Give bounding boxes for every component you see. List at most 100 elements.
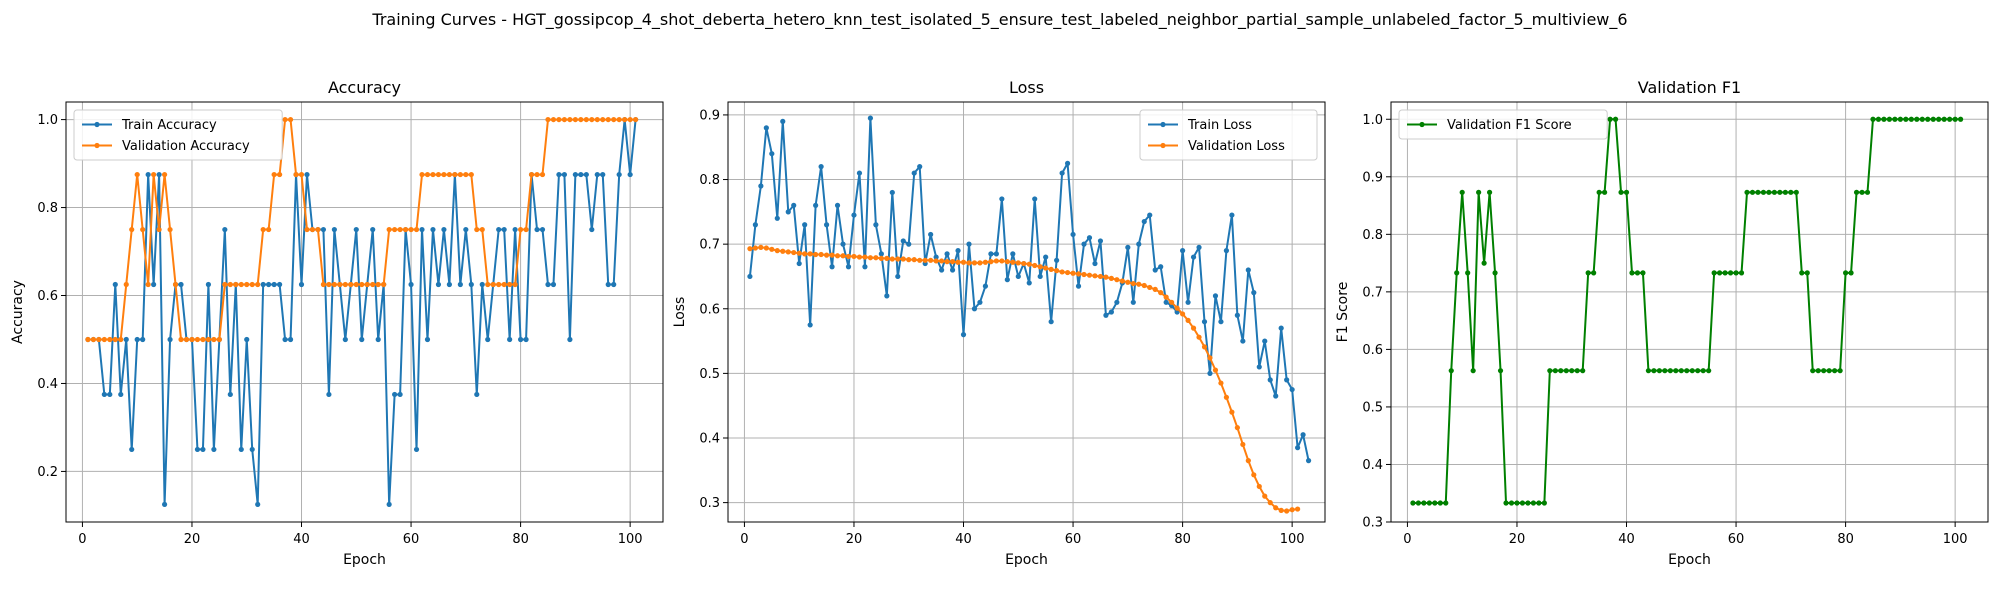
- panel-1-data-point: [101, 391, 107, 398]
- panel-1-data-point: [238, 446, 244, 453]
- panel-1-data-point: [227, 391, 233, 398]
- panel-3-data-point: [1815, 368, 1821, 374]
- panel-2-data-point: [1223, 394, 1230, 400]
- panel-2-data-point: [862, 264, 868, 270]
- panel-2-data-point: [1004, 259, 1010, 265]
- panel-1-data-point: [512, 226, 518, 233]
- panel-2-data-point: [939, 267, 945, 273]
- panel-1-data-point: [282, 336, 288, 343]
- panel-2-data-point: [862, 254, 868, 260]
- panel-1-data-point: [266, 281, 272, 288]
- panel-3-data-point: [1497, 368, 1504, 374]
- panel-1-data-point: [468, 171, 474, 178]
- panel-1-data-point: [556, 171, 562, 178]
- panel-1-data-point: [381, 281, 387, 288]
- panel-1-data-point: [392, 391, 398, 398]
- panel-1-data-point: [518, 226, 524, 233]
- panel-2-data-point: [1234, 425, 1240, 431]
- panel-1-data-point: [457, 171, 463, 178]
- panel-2-data-point: [966, 241, 972, 247]
- panel-1-data-point: [211, 336, 217, 343]
- panel-2-data-point: [1190, 254, 1197, 260]
- panel-3-plot-area: [1391, 102, 1988, 522]
- panel-2-data-point: [1147, 212, 1153, 218]
- panel-3-data-point: [1804, 270, 1810, 276]
- panel-3-data-point: [1569, 368, 1575, 374]
- panel-3-data-point: [1881, 116, 1887, 122]
- panel-3-data-point: [1536, 500, 1542, 506]
- panel-3-data-point: [1667, 368, 1673, 374]
- panel-2-data-point: [960, 332, 967, 338]
- panel-1-data-point: [370, 281, 376, 288]
- panel-1-y-tick-label: 0.8: [37, 201, 58, 216]
- panel-2-data-point: [1245, 267, 1251, 273]
- panel-2-data-point: [1086, 235, 1093, 241]
- panel-2-data-point: [1081, 271, 1087, 278]
- panel-2-data-point: [955, 259, 961, 265]
- panel-2-data-point: [933, 258, 939, 264]
- panel-1-data-point: [490, 281, 496, 288]
- panel-3-data-point: [1476, 189, 1482, 195]
- panel-2-data-point: [752, 245, 758, 251]
- panel-3-data-point: [1733, 270, 1739, 276]
- panel-3-data-point: [1749, 189, 1756, 195]
- panel-3-data-point: [1952, 116, 1958, 122]
- panel-1-data-point: [402, 226, 409, 233]
- panel-1-data-point: [161, 501, 168, 508]
- panel-2-data-point: [796, 250, 802, 256]
- panel-1-data-point: [309, 226, 316, 233]
- panel-2-data-point: [911, 170, 917, 176]
- panel-1-data-point: [496, 226, 502, 233]
- panel-1-data-point: [260, 226, 266, 233]
- panel-3-y-tick-label: 0.8: [1362, 228, 1383, 243]
- panel-3-data-point: [1558, 368, 1564, 374]
- panel-3-data-point: [1908, 116, 1914, 122]
- panel-1-data-point: [616, 116, 622, 123]
- panel-3-data-point: [1662, 368, 1668, 374]
- panel-1-data-point: [255, 281, 261, 288]
- panel-2-data-point: [884, 255, 890, 261]
- panel-1-data-point: [572, 171, 578, 178]
- panel-2-legend-box: [1139, 109, 1318, 161]
- panel-2-x-tick-label: 0: [740, 532, 748, 547]
- panel-3-data-point: [1870, 116, 1876, 122]
- panel-3-data-point: [1782, 189, 1788, 195]
- panel-3-data-point: [1837, 368, 1843, 374]
- panel-1-data-point: [244, 281, 250, 288]
- panel-1-data-point: [238, 281, 244, 288]
- panel-3-data-point: [1848, 270, 1854, 276]
- panel-2-data-point: [900, 238, 906, 244]
- panel-1-data-point: [90, 336, 96, 343]
- panel-2-data-point: [999, 258, 1005, 264]
- panel-1-data-point: [408, 281, 414, 288]
- panel-1-data-point: [435, 171, 442, 178]
- panel-3-y-tick-label: 0.6: [1362, 343, 1383, 358]
- panel-2-data-point: [977, 299, 983, 305]
- panel-2-data-point: [813, 202, 819, 208]
- panel-2-data-point: [928, 257, 934, 263]
- panel-1-data-point: [205, 281, 211, 288]
- panel-2-data-point: [944, 251, 950, 257]
- panel-2-data-point: [851, 212, 857, 218]
- panel-3-data-point: [1760, 189, 1767, 195]
- panel-3-data-point: [1689, 368, 1695, 374]
- panel-2-data-point: [1163, 299, 1169, 305]
- panel-2-data-point: [867, 115, 874, 121]
- panel-1-data-point: [172, 281, 179, 288]
- panel-1-data-point: [589, 116, 595, 123]
- panel-1-data-point: [227, 281, 233, 288]
- panel-1-data-point: [260, 281, 266, 288]
- panel-1-data-point: [298, 171, 305, 178]
- panel-1-data-point: [627, 116, 633, 123]
- panel-2-data-point: [1103, 312, 1109, 318]
- panel-3-data-point: [1410, 500, 1416, 506]
- panel-1-data-point: [200, 336, 206, 343]
- panel-2-data-point: [1278, 507, 1284, 513]
- panel-2-data-point: [829, 252, 835, 258]
- panel-1-data-point: [419, 226, 425, 233]
- panel-1-data-point: [156, 171, 162, 178]
- panel-1-series-2: [85, 116, 639, 343]
- panel-2-data-point: [1196, 244, 1202, 250]
- panel-2-data-point: [895, 256, 901, 262]
